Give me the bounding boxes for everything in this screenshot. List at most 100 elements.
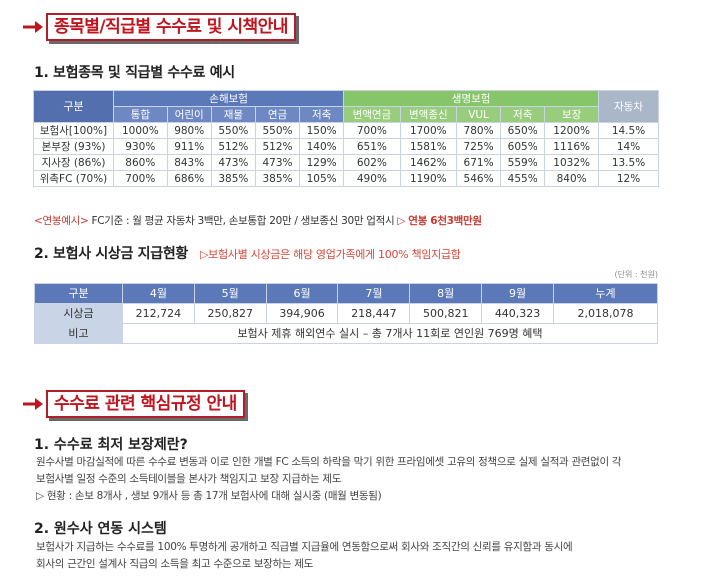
row-label: 지사장 (86%) <box>33 154 114 171</box>
table-cell: 651% <box>343 138 401 155</box>
col-header: 저축 <box>500 106 546 123</box>
col-header: VUL <box>455 106 502 123</box>
col-header: 연금 <box>254 106 301 123</box>
group-header-nonlife: 손해보험 <box>112 90 345 107</box>
salary-example-text: FC기준 : 월 평균 자동차 3백만, 손보통합 20만 / 생보종신 30만… <box>88 215 398 227</box>
table-cell: 559% <box>500 154 546 171</box>
table-cell: 385% <box>254 170 301 187</box>
table-cell: 218,447 <box>337 303 411 324</box>
heading-min-guarantee: 1. 수수료 최저 보장제란? <box>34 437 188 453</box>
table-cell: 250,827 <box>193 303 267 324</box>
table-cell: 129% <box>299 154 345 171</box>
table-row: 위촉FC (70%) 700% 686% 385% 385% 105% 490%… <box>33 170 659 187</box>
table-cell: 394,906 <box>265 303 339 324</box>
table-cell: 500,821 <box>409 303 483 324</box>
table-cell: 140% <box>299 138 345 155</box>
table-cell: 602% <box>343 154 401 171</box>
table-cell: 840% <box>544 170 599 187</box>
table-row: 시상금 212,724 250,827 394,906 218,447 500,… <box>34 303 658 324</box>
table-cell: 473% <box>254 154 301 171</box>
col-header-gubun: 구분 <box>34 283 123 304</box>
table-cell: 14.5% <box>598 122 659 139</box>
paragraph-line: 보험사가 지급하는 수수료를 100% 투명하게 공개하고 직급별 지급율에 연… <box>36 541 573 553</box>
table-cell: 725% <box>455 138 502 155</box>
table-cell: 14% <box>598 138 659 155</box>
table-cell: 212,724 <box>122 303 195 324</box>
paragraph-line: 원수사별 마감실적에 따른 수수료 변동과 이로 인한 개별 FC 소득의 하락… <box>36 456 622 468</box>
table-cell: 911% <box>166 138 212 155</box>
table-cell: 980% <box>166 122 212 139</box>
salary-example: <연봉예시> FC기준 : 월 평균 자동차 3백만, 손보통합 20만 / 생… <box>34 213 482 228</box>
salary-example-result: 연봉 6천3백만원 <box>408 215 482 227</box>
col-header: 9월 <box>481 283 554 304</box>
table-cell: 1032% <box>544 154 599 171</box>
section-title: 수수료 관련 핵심규정 안내 <box>46 390 245 418</box>
table-cell: 12% <box>598 170 659 187</box>
table-cell: 105% <box>299 170 345 187</box>
table-cell: 860% <box>113 154 168 171</box>
paragraph-line: 회사의 근간인 설계사 직급의 소득을 최고 수준으로 보장하는 제도 <box>36 558 314 570</box>
table-cell: 150% <box>299 122 345 139</box>
table-cell: 1000% <box>113 122 168 139</box>
heading-prize-note: ▷보험사별 시상금은 해당 영업가족에게 100% 책임지급함 <box>199 248 461 261</box>
group-header-life: 생명보험 <box>343 90 599 107</box>
arrow-right-icon <box>23 398 43 410</box>
triangle-right-icon: ▷ <box>397 215 409 227</box>
heading-fee-example: 1. 보험종목 및 직급별 수수료 예시 <box>34 65 235 81</box>
paragraph-line: ▷ 현황 : 손보 8개사 , 생보 9개사 등 총 17개 보험사에 대해 실… <box>36 490 382 502</box>
table-cell: 1116% <box>544 138 599 155</box>
section-banner-rules: 수수료 관련 핵심규정 안내 <box>22 389 245 419</box>
col-header: 변액종신 <box>399 106 457 123</box>
col-header-car: 자동차 <box>598 90 659 123</box>
col-header: 저축 <box>299 106 345 123</box>
section-banner-fees: 종목별/직급별 수수료 및 시책안내 <box>22 12 296 42</box>
paragraph-linked-system: 보험사가 지급하는 수수료를 100% 투명하게 공개하고 직급별 지급율에 연… <box>36 539 573 573</box>
table-cell: 1462% <box>399 154 457 171</box>
table-cell: 546% <box>455 170 502 187</box>
table-cell: 650% <box>500 122 546 139</box>
table-cell: 843% <box>166 154 212 171</box>
table-cell: 2,018,078 <box>553 303 658 324</box>
table-cell: 671% <box>455 154 502 171</box>
row-label: 본부장 (93%) <box>33 138 114 155</box>
salary-example-tag: <연봉예시> <box>34 215 89 227</box>
table-cell: 512% <box>254 138 301 155</box>
table-cell: 512% <box>210 138 256 155</box>
row-label: 위촉FC (70%) <box>33 170 114 187</box>
table-cell: 780% <box>455 122 502 139</box>
row-label: 비고 <box>34 323 123 344</box>
table-cell: 700% <box>343 122 401 139</box>
table-cell: 1190% <box>399 170 457 187</box>
table-row: 본부장 (93%) 930% 911% 512% 512% 140% 651% … <box>33 138 659 155</box>
col-header: 7월 <box>337 283 411 304</box>
col-header-gubun: 구분 <box>33 90 114 123</box>
col-header: 재물 <box>210 106 256 123</box>
col-header: 통합 <box>113 106 168 123</box>
col-header: 누계 <box>553 283 658 304</box>
table-cell: 550% <box>254 122 301 139</box>
arrow-right-icon <box>23 21 43 33</box>
table-cell: 686% <box>166 170 212 187</box>
table-cell: 440,323 <box>481 303 554 324</box>
table-cell: 550% <box>210 122 256 139</box>
table-cell-note: 보험사 제휴 해외연수 실시 – 총 7개사 11회로 연인원 769명 혜택 <box>122 323 658 344</box>
table-cell: 473% <box>210 154 256 171</box>
table-cell: 930% <box>113 138 168 155</box>
col-header: 보장 <box>544 106 599 123</box>
col-header: 4월 <box>122 283 195 304</box>
table-cell: 455% <box>500 170 546 187</box>
row-label: 시상금 <box>34 303 123 324</box>
table-cell: 605% <box>500 138 546 155</box>
col-header: 5월 <box>193 283 267 304</box>
col-header: 8월 <box>409 283 483 304</box>
table-cell: 385% <box>210 170 256 187</box>
table-cell: 1581% <box>399 138 457 155</box>
row-label: 보험사[100%] <box>33 122 114 139</box>
table-row: 비고 보험사 제휴 해외연수 실시 – 총 7개사 11회로 연인원 769명 … <box>34 323 658 344</box>
table-row: 보험사[100%] 1000% 980% 550% 550% 150% 700%… <box>33 122 659 139</box>
paragraph-line: 보험사별 일정 수준의 소득테이블을 본사가 책임지고 보장 지급하는 제도 <box>36 473 342 485</box>
heading-linked-system: 2. 원수사 연동 시스템 <box>34 521 167 537</box>
section-title: 종목별/직급별 수수료 및 시책안내 <box>46 13 296 41</box>
prize-table: 구분 4월 5월 6월 7월 8월 9월 누계 시상금 212,724 250,… <box>34 283 658 344</box>
table-row: 지사장 (86%) 860% 843% 473% 473% 129% 602% … <box>33 154 659 171</box>
